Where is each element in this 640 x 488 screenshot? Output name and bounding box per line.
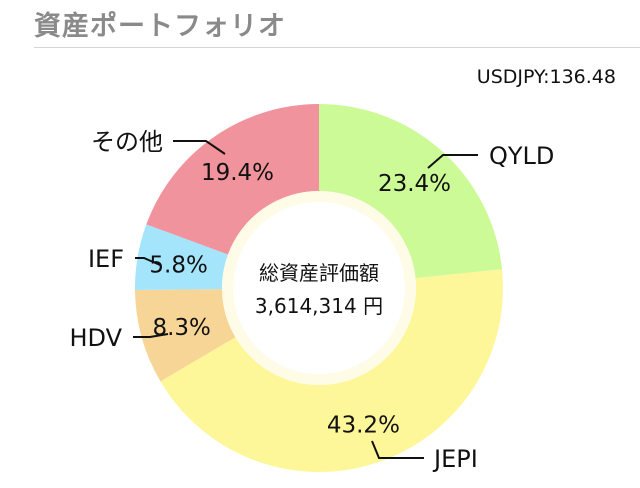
category-label-jepi: JEPI: [432, 445, 478, 473]
callout-line-ief: [135, 257, 161, 266]
title-divider: [34, 47, 640, 48]
category-label-qyld: QYLD: [489, 142, 554, 170]
callout-line-item-4: [173, 140, 226, 155]
callout-line-jepi: [371, 440, 424, 459]
value-label-jepi: 43.2%: [327, 412, 400, 438]
slice-qyld: [319, 104, 503, 279]
callout-line-qyld: [427, 154, 478, 169]
donut-hole: [233, 202, 405, 374]
callout-line-hdv: [133, 333, 169, 338]
exchange-rate: USDJPY:136.48: [476, 66, 616, 88]
value-label-qyld: 23.4%: [378, 171, 451, 197]
page-title: 資産ポートフォリオ: [34, 11, 286, 42]
slice-ief: [135, 224, 228, 291]
category-label-ief: IEF: [88, 245, 124, 273]
slice-hdv: [135, 289, 236, 382]
category-label-hdv: HDV: [69, 324, 122, 352]
value-label-item-4: 19.4%: [201, 160, 274, 186]
value-label-ief: 5.8%: [149, 253, 207, 279]
center-value: 3,614,314 円: [255, 294, 383, 318]
center-label: 総資産評価額: [259, 261, 379, 285]
slice-item-4: [146, 104, 319, 255]
slice-jepi: [160, 269, 503, 473]
category-label-item-4: その他: [91, 128, 163, 156]
value-label-hdv: 8.3%: [152, 315, 210, 341]
